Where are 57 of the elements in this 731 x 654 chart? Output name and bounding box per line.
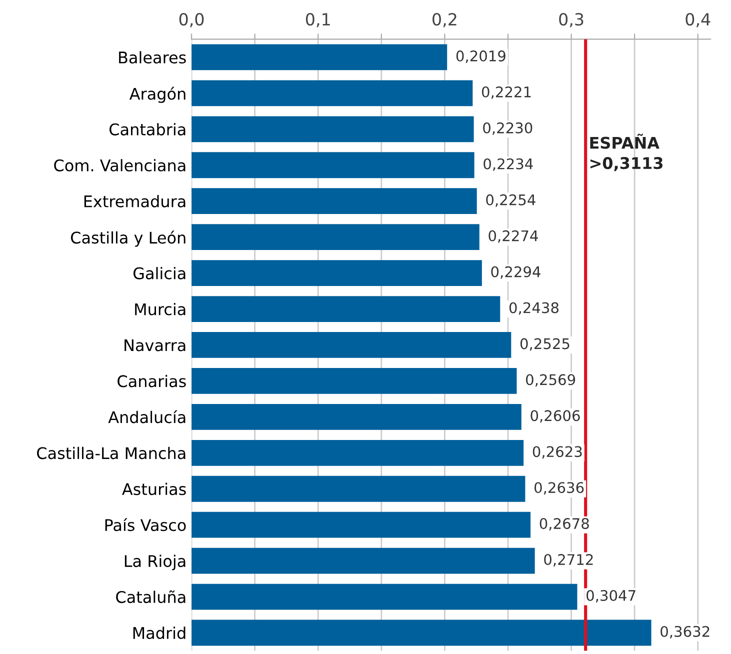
data-label: 0,2234 [484,158,533,171]
y-tick-label: Com. Valenciana [54,159,186,172]
bar [192,260,482,286]
bar [192,368,517,394]
x-tick-label: 0,0 [179,12,204,28]
data-label: 0,2274 [488,230,538,243]
y-tick-label: Castilla y León [70,230,186,247]
bar [192,80,473,106]
data-label: 0,3632 [660,626,710,638]
bar [192,116,474,142]
data-label: 0,2636 [534,482,584,495]
bar [192,332,512,358]
bar [192,404,522,430]
y-tick-label: Murcia [135,302,186,316]
data-label: 0,2230 [483,122,532,135]
data-label: 0,2254 [486,194,536,207]
bar [192,440,524,466]
data-label: 0,2438 [509,302,559,315]
x-tick-label: 0,3 [559,12,584,28]
data-label: 0,2294 [491,266,540,279]
y-tick-label: País Vasco [105,518,186,532]
y-tick-label: Galicia [134,266,186,280]
bar [192,476,526,502]
bar [192,512,531,538]
y-tick-label: Baleares [119,51,186,64]
y-tick-label: La Rioja [124,554,186,570]
bar [192,296,500,322]
data-label: 0,2569 [526,374,576,387]
data-label: 0,2678 [540,518,589,531]
bar [192,224,480,250]
data-label: 0,2221 [482,86,531,99]
x-tick-label: 0,4 [686,12,710,28]
data-label: 0,2019 [456,50,506,63]
bar [192,44,448,70]
data-label: 0,3047 [586,590,636,602]
y-tick-label: Madrid [133,626,186,640]
x-tick-label: 0,1 [306,12,330,28]
bar [192,620,652,646]
y-tick-label: Asturias [122,482,186,496]
bar [192,188,477,214]
y-tick-label: Cantabria [110,123,186,136]
y-tick-label: Aragón [129,86,186,103]
data-label: 0,2712 [544,554,593,567]
data-label: 0,2623 [532,446,582,459]
bar [192,152,474,178]
bar [192,548,535,574]
bar [192,584,578,610]
y-tick-label: Castilla-La Mancha [37,446,186,460]
x-tick-label: 0,2 [432,12,456,28]
data-label: 0,2606 [530,410,580,423]
y-tick-label: Canarias [118,374,186,388]
data-label: 0,2525 [520,338,570,351]
y-tick-label: Andalucía [108,410,186,424]
y-tick-label: Cataluña [116,590,186,604]
ref-line-label: ESPAÑA >0,3113 [590,134,662,172]
y-tick-label: Extremadura [84,195,186,208]
y-tick-label: Navarra [124,339,186,352]
